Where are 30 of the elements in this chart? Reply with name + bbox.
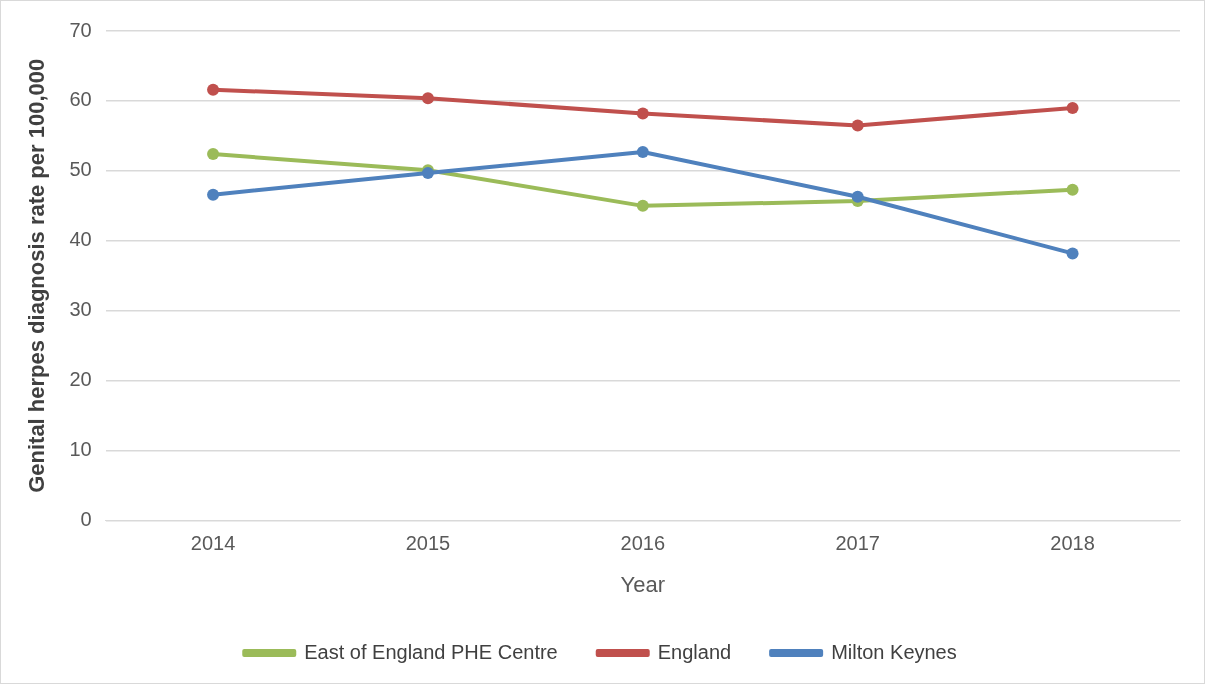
x-tick-label: 2015 [405, 532, 451, 555]
point [1066, 183, 1079, 196]
y-tick-label: 60 [69, 88, 92, 111]
point [851, 190, 864, 203]
y-tick-label: 40 [69, 228, 92, 251]
point [636, 199, 649, 212]
x-tick-label: 2017 [835, 532, 880, 555]
y-tick-label: 70 [69, 18, 92, 41]
legend-label: Milton Keynes [831, 640, 957, 663]
point [1066, 247, 1079, 260]
point [421, 92, 434, 105]
y-tick-label: 50 [69, 158, 92, 181]
x-tick-label: 2016 [620, 532, 666, 555]
y-tick-label: 20 [69, 368, 92, 391]
point [851, 119, 864, 132]
x-axis-title: Year [620, 571, 666, 597]
point [636, 146, 649, 158]
point [207, 188, 220, 201]
y-axis-title: Genital herpes diagnosis rate per 100,000 [24, 58, 50, 493]
y-tick-label: 10 [69, 438, 92, 461]
y-tick-label: 0 [80, 508, 92, 531]
legend-label: England [657, 640, 732, 663]
point [636, 107, 649, 120]
x-tick-label: 2018 [1050, 532, 1095, 555]
point [207, 148, 220, 161]
legend-label: East of England PHE Centre [304, 640, 558, 663]
y-tick-label: 30 [69, 298, 92, 321]
point [207, 83, 220, 96]
x-tick-label: 2014 [190, 532, 236, 555]
point [1066, 101, 1079, 114]
